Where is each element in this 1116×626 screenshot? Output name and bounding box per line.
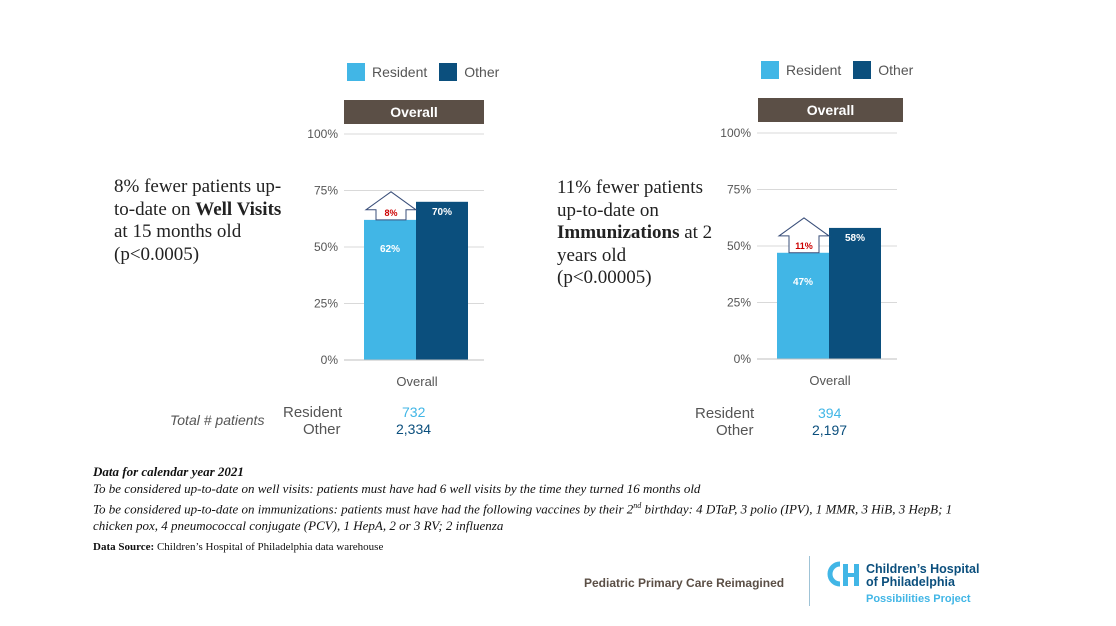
- totals-other-value: 2,197: [812, 422, 848, 438]
- legend-label-other: Other: [878, 62, 914, 78]
- y-tick-label: 100%: [720, 126, 751, 140]
- headline-well-visits: 8% fewer patients up-to-date on Well Vis…: [114, 176, 284, 266]
- bar-other: [829, 227, 881, 359]
- totals-other-value: 2,334: [396, 421, 432, 437]
- chop-logo-icon: [827, 561, 859, 587]
- notes-line2-post: birthday: 4 DTaP, 3 polio (IPV), 1 MMR, …: [93, 501, 953, 534]
- totals-resident-value: 394: [818, 405, 842, 421]
- notes-line2-pre: To be considered up-to-date on immunizat…: [93, 501, 634, 517]
- legend-label-resident: Resident: [372, 64, 428, 80]
- totals-other-label: Other: [716, 422, 754, 439]
- legend-label-resident: Resident: [786, 62, 842, 78]
- bar-label-resident: 47%: [793, 277, 813, 288]
- y-tick-label: 50%: [314, 240, 338, 254]
- y-tick-label: 100%: [307, 127, 338, 141]
- immunizations-bar-chart: 100% 75% 50% 25% 0% 47% 58% 11% Overall: [720, 126, 897, 388]
- bar-label-other: 58%: [845, 233, 865, 244]
- y-tick-label: 25%: [314, 297, 338, 311]
- y-tick-label: 75%: [314, 184, 338, 198]
- legend-label-other: Other: [464, 64, 500, 80]
- totals-other-label: Other: [303, 421, 341, 438]
- legend-swatch-resident: [347, 63, 365, 81]
- bar-other: [416, 201, 468, 360]
- bar-resident: [777, 252, 829, 359]
- notes-line2: To be considered up-to-date on immunizat…: [93, 497, 993, 534]
- notes: Data for calendar year 2021 To be consid…: [93, 463, 993, 534]
- headline-pre: 11% fewer patients up-to-date on: [557, 177, 703, 221]
- bar-label-resident: 62%: [380, 244, 400, 255]
- notes-line1: To be considered up-to-date on well visi…: [93, 481, 701, 496]
- headline-bold: Well Visits: [195, 198, 282, 220]
- chart-banner: Overall: [344, 100, 484, 124]
- difference-label: 8%: [384, 208, 397, 218]
- difference-label: 11%: [795, 241, 813, 251]
- x-category-label: Overall: [809, 373, 850, 388]
- notes-title: Data for calendar year 2021: [93, 464, 244, 479]
- logo-line2: of Philadelphia: [866, 575, 955, 589]
- data-source-text: Children’s Hospital of Philadelphia data…: [154, 541, 384, 553]
- headline-post: at 15 months old (p<0.0005): [114, 221, 242, 265]
- data-source-label: Data Source:: [93, 541, 155, 553]
- legend-swatch-other: [439, 63, 458, 81]
- legend: Resident Other: [347, 63, 511, 81]
- chart-banner: Overall: [758, 98, 903, 122]
- totals-resident-value: 732: [402, 404, 426, 420]
- footer-tagline: Pediatric Primary Care Reimagined: [584, 576, 785, 590]
- difference-arrow: [777, 217, 831, 254]
- headline-immunizations: 11% fewer patients up-to-date on Immuniz…: [557, 177, 717, 290]
- y-tick-label: 0%: [734, 352, 752, 366]
- totals-resident-label: Resident: [695, 405, 755, 422]
- bar-resident: [364, 219, 416, 360]
- footer-divider: [809, 556, 810, 606]
- logo-subtitle: Possibilities Project: [866, 593, 971, 605]
- bar-label-other: 70%: [432, 207, 452, 218]
- x-category-label: Overall: [396, 374, 437, 389]
- y-tick-label: 50%: [727, 239, 751, 253]
- logo-line1: Children’s Hospital: [866, 562, 980, 576]
- logo-name: Children’s Hospital of Philadelphia: [866, 563, 979, 589]
- headline-post: at 2 years old (p<0.00005): [557, 222, 713, 288]
- notes-line2-sup: nd: [633, 501, 642, 510]
- legend-swatch-other: [853, 61, 872, 79]
- y-tick-label: 0%: [321, 353, 339, 367]
- totals-resident-label: Resident: [283, 404, 343, 421]
- y-tick-label: 75%: [727, 183, 751, 197]
- well-visits-bar-chart: 100% 75% 50% 25% 0% 62% 70% 8% Overall: [307, 127, 484, 389]
- legend: Resident Other: [761, 61, 925, 79]
- headline-bold: Immunizations: [557, 222, 680, 243]
- headline-pre: 8% fewer patients up-to-date on: [114, 176, 282, 220]
- data-source: Data Source: Children’s Hospital of Phil…: [93, 541, 383, 553]
- totals-label: Total # patients: [170, 412, 265, 428]
- y-tick-label: 25%: [727, 296, 751, 310]
- difference-arrow: [364, 191, 418, 221]
- legend-swatch-resident: [761, 61, 779, 79]
